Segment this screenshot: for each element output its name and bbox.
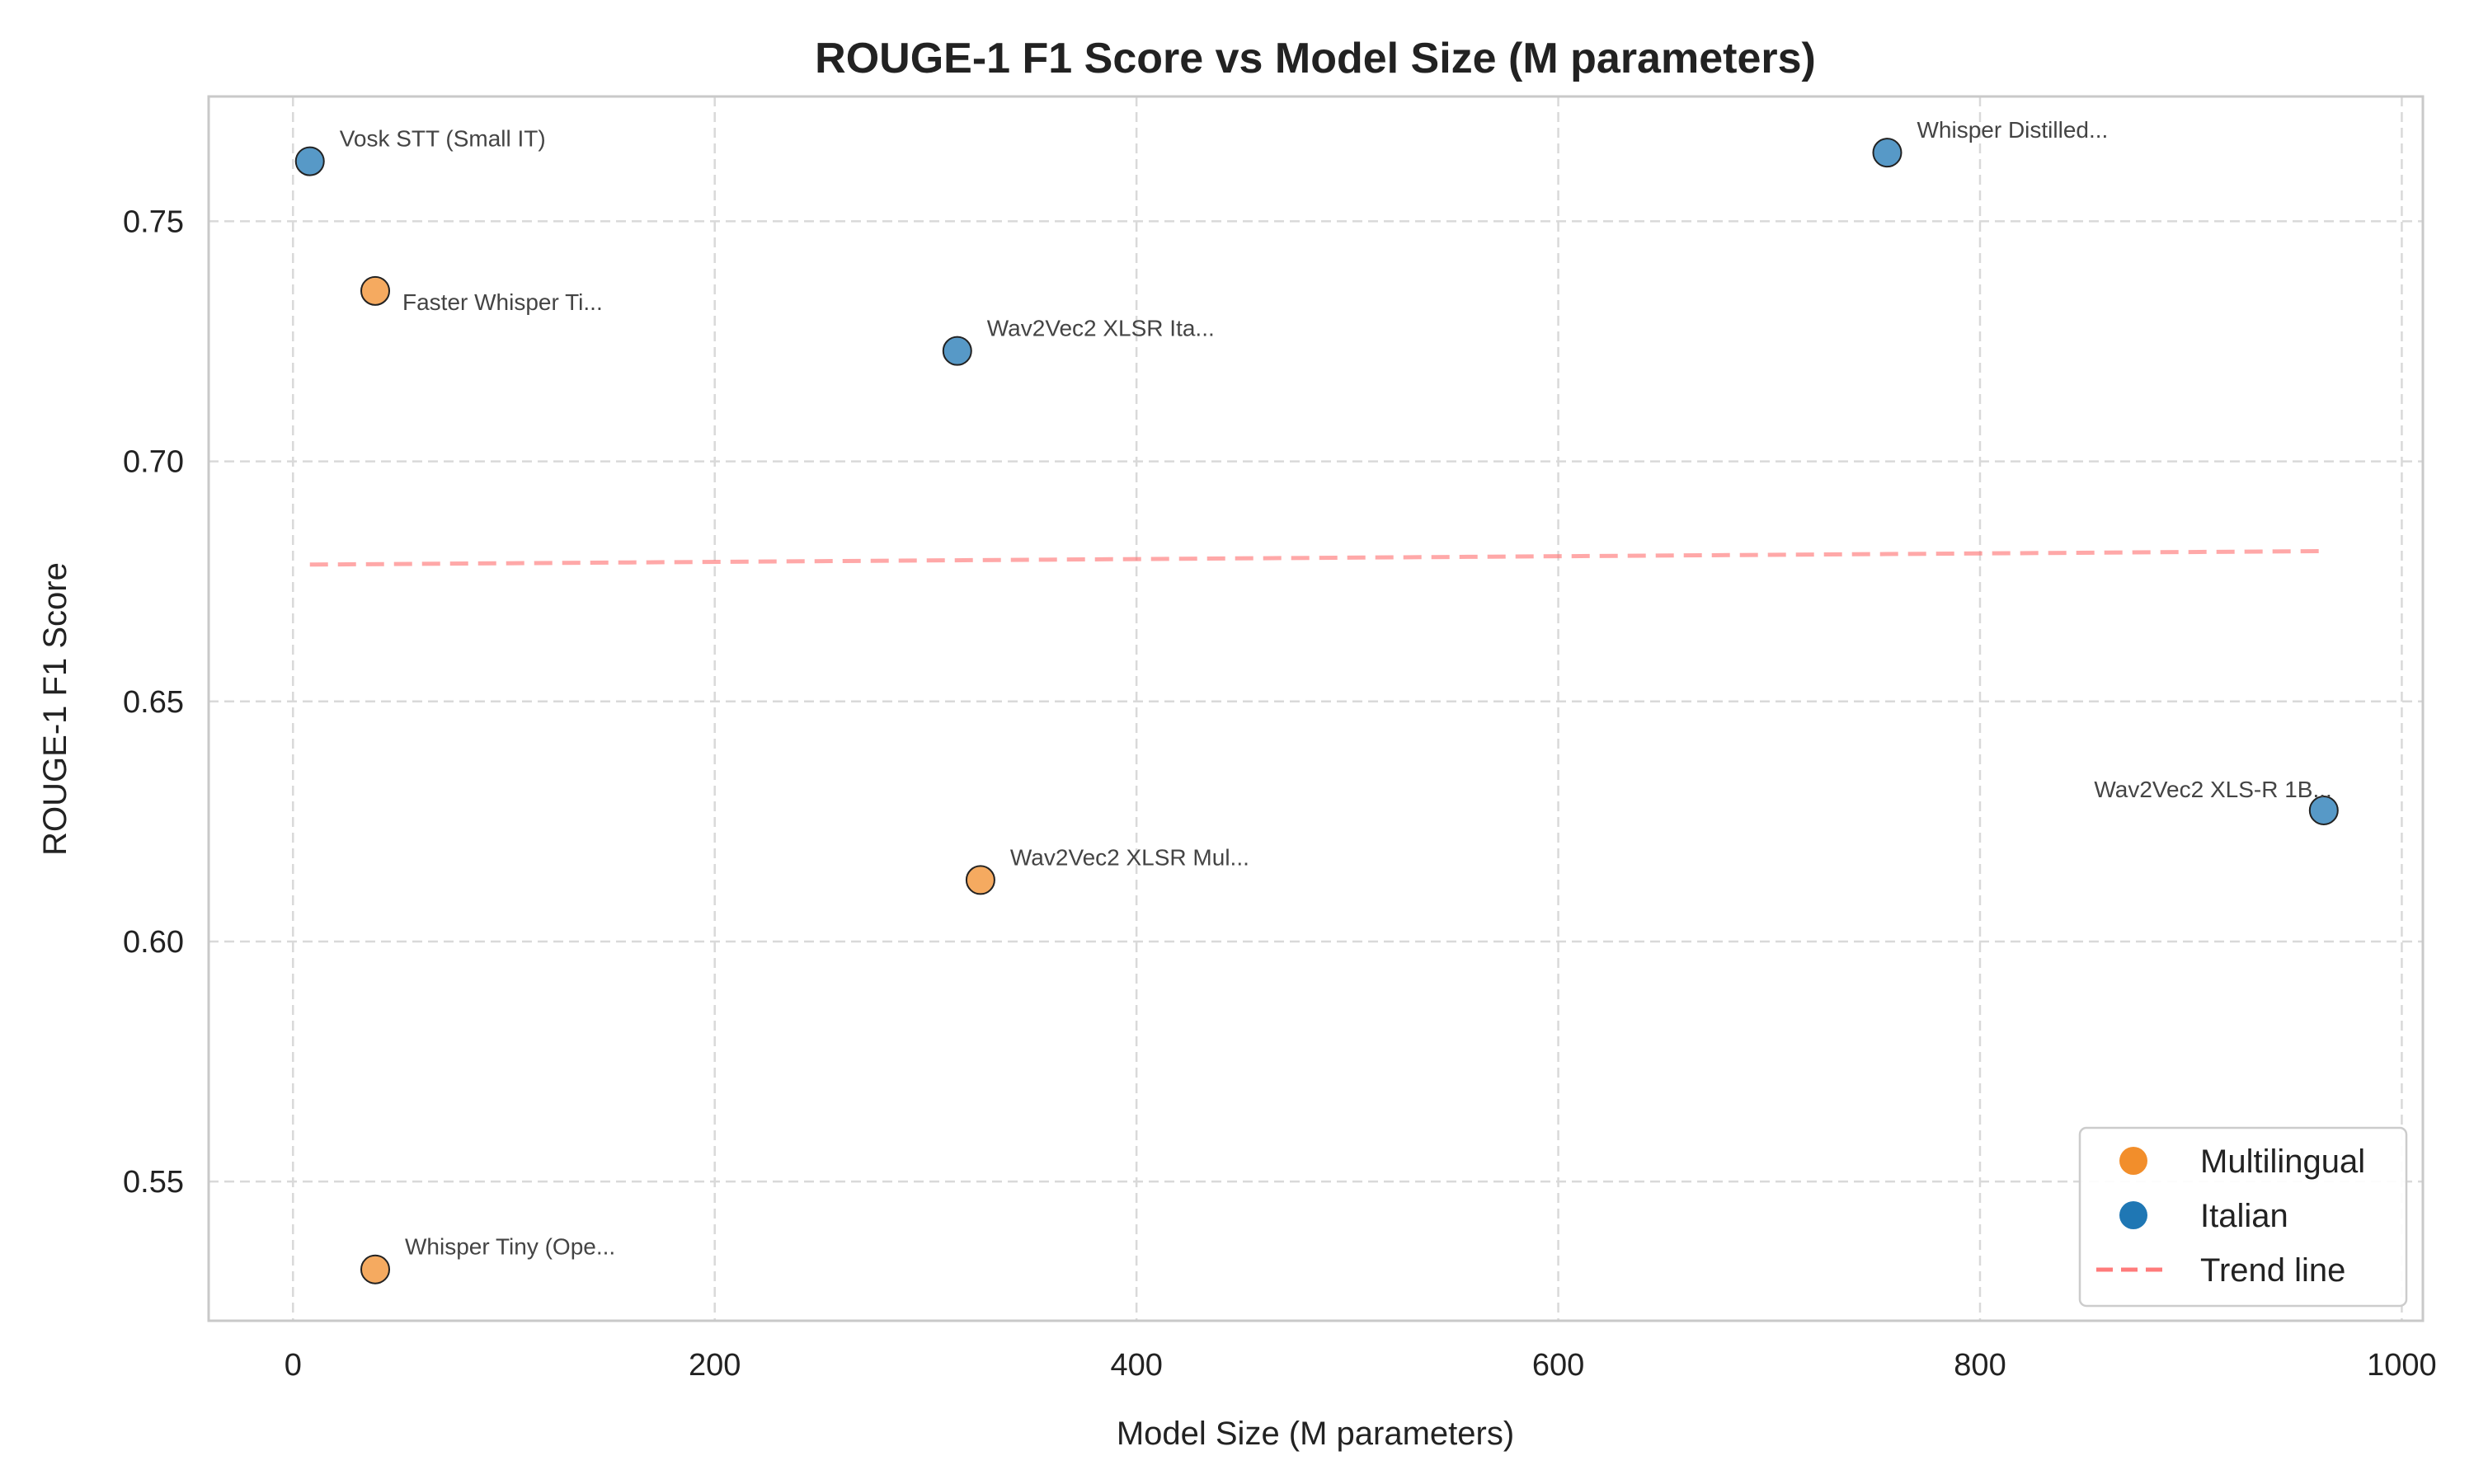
point-label: Vosk STT (Small IT): [340, 126, 546, 152]
legend-label: Multilingual: [2200, 1144, 2365, 1180]
x-tick-label: 200: [689, 1348, 741, 1383]
y-tick-label: 0.75: [123, 204, 184, 239]
point-label: Wav2Vec2 XLS-R 1B...: [2094, 777, 2331, 802]
y-tick-label: 0.60: [123, 925, 184, 960]
chart-title: ROUGE-1 F1 Score vs Model Size (M parame…: [815, 35, 1816, 82]
x-tick-label: 600: [1532, 1348, 1584, 1383]
data-point: [942, 336, 972, 366]
trend-line: [309, 548, 2324, 567]
legend-label: Trend line: [2200, 1252, 2345, 1289]
point-label: Wav2Vec2 XLSR Mul...: [1010, 844, 1249, 870]
x-tick-label: 0: [285, 1348, 302, 1383]
legend: Multilingual Italian Trend line: [2078, 1126, 2408, 1308]
data-point: [965, 865, 995, 895]
legend-label: Italian: [2200, 1198, 2288, 1234]
points-layer: [294, 138, 2339, 1284]
data-point: [294, 146, 325, 176]
point-label: Faster Whisper Ti...: [402, 289, 603, 315]
point-labels-layer: Vosk STT (Small IT) Faster Whisper Ti... W…: [340, 117, 2332, 1260]
y-axis-label: ROUGE-1 F1 Score: [37, 562, 73, 856]
y-tick-label: 0.55: [123, 1165, 184, 1200]
x-axis-label: Model Size (M parameters): [1117, 1416, 1514, 1452]
x-tick-label: 1000: [2367, 1348, 2437, 1383]
legend-marker: [2119, 1147, 2147, 1175]
data-point: [360, 275, 391, 306]
legend-box: [2078, 1126, 2408, 1308]
data-point: [1872, 138, 1903, 168]
plot-frame: [207, 95, 2425, 1322]
data-point: [360, 1254, 391, 1284]
y-tick-label: 0.70: [123, 445, 184, 480]
data-point: [2308, 795, 2339, 825]
x-tick-label: 800: [1954, 1348, 2006, 1383]
point-label: Wav2Vec2 XLSR Ita...: [987, 316, 1215, 341]
ticks-layer: 0 200 400 600 800 1000 0.55 0.60 0.65 0.70 0.75: [123, 204, 2437, 1383]
legend-marker: [2119, 1201, 2147, 1229]
point-label: Whisper Distilled...: [1917, 117, 2108, 143]
trend-layer: [309, 548, 2324, 567]
x-tick-label: 400: [1110, 1348, 1162, 1383]
point-label: Whisper Tiny (Ope...: [405, 1234, 615, 1260]
grid-layer: [209, 96, 2423, 1321]
y-tick-label: 0.65: [123, 685, 184, 720]
